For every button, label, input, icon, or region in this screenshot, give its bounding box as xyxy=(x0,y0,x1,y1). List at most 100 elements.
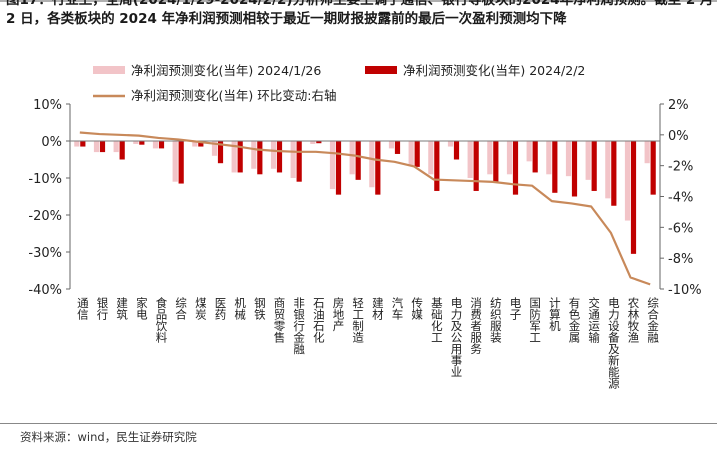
bar-series-1 xyxy=(329,141,336,190)
bar-series-1 xyxy=(526,141,532,162)
right-tick-label: -10% xyxy=(668,283,702,298)
bar-series-2 xyxy=(394,141,401,154)
legend-label-series-2: 净利润预测变化(当年) 2024/2/2 xyxy=(403,63,585,78)
bar-series-1 xyxy=(270,141,277,169)
bar-series-1 xyxy=(211,141,218,156)
bar-series-1 xyxy=(565,141,572,177)
bar-series-2 xyxy=(512,141,519,195)
x-category-label: 银行 xyxy=(96,296,110,321)
bar-series-2 xyxy=(571,141,578,197)
bar-series-1 xyxy=(546,141,552,175)
x-category-label: 非银行金融 xyxy=(292,297,306,355)
bar-series-1 xyxy=(349,141,355,175)
x-category-label: 钢铁 xyxy=(253,297,267,320)
bar-series-1 xyxy=(113,141,119,153)
legend-swatch-series-1 xyxy=(93,66,125,74)
bar-series-1 xyxy=(644,141,650,164)
bar-series-2 xyxy=(119,141,125,160)
bar-series-2 xyxy=(591,141,597,191)
bar-series-1 xyxy=(428,141,434,175)
bar-series-2 xyxy=(99,141,106,153)
x-category-label: 房地产 xyxy=(332,297,346,332)
x-category-label: 家电 xyxy=(135,296,149,320)
x-category-label: 轻工制造 xyxy=(351,296,365,343)
x-category-label: 交通运输 xyxy=(587,296,601,344)
bar-series-1 xyxy=(585,141,591,180)
x-category-label: 食品饮料 xyxy=(155,296,169,344)
legend-label-series-1: 净利润预测变化(当年) 2024/1/26 xyxy=(131,63,321,78)
x-category-label: 建筑 xyxy=(115,296,129,320)
bottom-rule xyxy=(0,423,717,424)
bar-series-2 xyxy=(276,141,283,173)
bar-series-2 xyxy=(414,141,420,167)
x-category-label: 电力设备及新能源 xyxy=(607,297,621,390)
source-note: 资料来源：wind，民生证券研究院 xyxy=(20,430,197,444)
figure-title: 图17：行业上，全周(2024/1/29-2024/2/2)分析师主要上调了通信… xyxy=(6,0,714,27)
x-category-label: 综合 xyxy=(174,296,188,320)
x-category-label: 医药 xyxy=(214,297,228,321)
bar-series-2 xyxy=(237,141,243,173)
bar-series-2 xyxy=(630,141,637,254)
bar-series-2 xyxy=(217,141,224,164)
bar-series-1 xyxy=(93,141,100,153)
x-category-label: 电力及公用事业 xyxy=(450,297,464,378)
bar-series-1 xyxy=(290,141,296,178)
bar-series-1 xyxy=(310,141,316,144)
plot-area: 10% 0% -10% -20% -30% -40% 2% 0% -2% -4% -6% -8% -10… xyxy=(28,98,701,390)
right-tick-label: -4% xyxy=(668,191,693,206)
right-tick-label: -6% xyxy=(668,221,693,236)
bar-series-2 xyxy=(453,141,460,160)
bar-series-2 xyxy=(296,141,302,182)
x-category-label: 纺织服装 xyxy=(489,296,503,344)
bar-series-1 xyxy=(605,141,611,199)
right-tick-label: -8% xyxy=(668,252,693,267)
bar-series-1 xyxy=(192,141,198,147)
bar-series-2 xyxy=(375,141,381,195)
bar-series-2 xyxy=(198,141,204,147)
bar-series-2 xyxy=(316,141,322,144)
right-tick-label: 0% xyxy=(668,129,689,144)
bar-series-1 xyxy=(388,141,395,149)
left-tick-label: 10% xyxy=(33,98,62,113)
left-tick-label: -20% xyxy=(28,209,62,224)
right-tick-label: -2% xyxy=(668,160,693,175)
x-category-label: 建材 xyxy=(371,296,385,320)
x-category-label: 计算机 xyxy=(548,297,562,332)
x-category-label: 汽车 xyxy=(391,296,405,321)
bar-series-1 xyxy=(487,141,493,175)
x-category-label: 有色金属 xyxy=(568,296,582,344)
bar-series-2 xyxy=(532,141,538,173)
bar-series-1 xyxy=(251,141,257,169)
bar-series-2 xyxy=(80,141,86,147)
x-category-label: 机械 xyxy=(233,296,247,321)
bar-series-2 xyxy=(493,141,499,182)
line-series-3 xyxy=(79,131,651,286)
left-tick-label: -10% xyxy=(28,172,62,187)
bar-series-2 xyxy=(473,141,479,191)
bar-series-1 xyxy=(133,141,139,144)
bar-series-2 xyxy=(335,141,342,195)
left-tick-label: -30% xyxy=(28,246,62,261)
bar-series-1 xyxy=(172,141,178,182)
bar-series-1 xyxy=(152,141,159,149)
bar-series-2 xyxy=(355,141,361,180)
legend: 净利润预测变化(当年) 2024/1/26 净利润预测变化(当年) 2024/2… xyxy=(93,63,585,103)
left-tick-label: -40% xyxy=(28,283,62,298)
x-category-label: 电子 xyxy=(509,297,523,320)
x-category-label: 农林牧渔 xyxy=(627,296,641,344)
legend-label-series-3: 净利润预测变化(当年) 环比变动:右轴 xyxy=(131,88,336,103)
x-category-label: 煤炭 xyxy=(194,297,208,321)
x-category-label: 消费者服务 xyxy=(469,296,483,354)
bar-series-2 xyxy=(158,141,165,149)
bar-series-1 xyxy=(408,141,414,166)
legend-swatch-series-2 xyxy=(365,66,397,74)
x-category-label: 通信 xyxy=(76,297,90,321)
bar-series-2 xyxy=(434,141,440,191)
x-category-label: 传媒 xyxy=(410,296,424,321)
bar-series-2 xyxy=(178,141,184,184)
bar-series-2 xyxy=(257,141,263,175)
bar-series-1 xyxy=(624,141,631,221)
bar-series-2 xyxy=(139,141,145,145)
bar-series-1 xyxy=(231,141,237,173)
